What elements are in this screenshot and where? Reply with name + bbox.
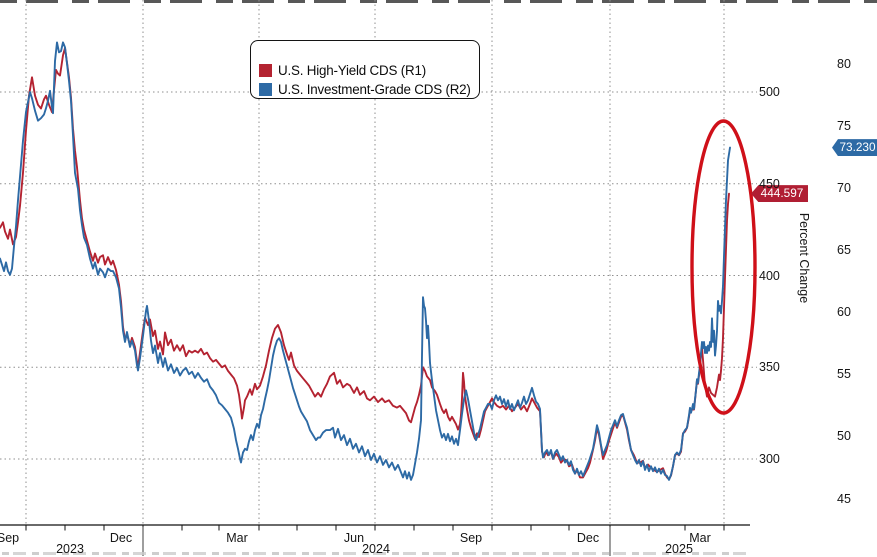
y-axis-r1-tick-label: 500 xyxy=(759,85,780,99)
y-axis-r2-tick-label: 55 xyxy=(837,367,851,382)
legend-swatch-high-yield-icon xyxy=(259,64,272,77)
x-axis-month-label: Dec xyxy=(576,531,600,545)
x-axis-month-label: Mar xyxy=(226,531,248,545)
y-axis-r2-tick-label: 45 xyxy=(837,491,851,506)
x-axis-month-label: Sep xyxy=(0,531,20,545)
investment-grade-line xyxy=(0,41,731,481)
x-axis-month-label: Sep xyxy=(459,531,483,545)
legend-swatch-investment-grade-icon xyxy=(259,83,272,96)
y-axis-r2-tick-label: 70 xyxy=(837,180,851,195)
high-yield-line xyxy=(0,47,730,481)
y-axis-r2-tick-label: 65 xyxy=(837,242,851,257)
y-axis-r1-tick-label: 450 xyxy=(759,176,780,191)
y-axis-r2-tick-label: 60 xyxy=(837,305,851,320)
x-axis-year-label: 2024 xyxy=(362,542,390,556)
x-axis-year-label: 2023 xyxy=(56,542,84,556)
y-axis-r1-tick-label: 400 xyxy=(759,268,780,283)
spike-annotation-ellipse xyxy=(690,119,757,415)
top-crop-strip xyxy=(0,0,877,3)
value-badge-high-yield: 444.597 xyxy=(751,185,808,203)
x-axis-month-label: Mar xyxy=(689,531,711,545)
x-axis-year-label: 2025 xyxy=(665,542,693,556)
y-axis-r2-tick-label: 75 xyxy=(837,118,851,133)
x-axis-month-label: Dec xyxy=(109,531,133,545)
value-badge-investment-grade: 73.230 xyxy=(832,139,877,157)
y-axis-r1-tick-label: 300 xyxy=(759,452,780,466)
legend: U.S. High-Yield CDS (R1) U.S. Investment… xyxy=(250,40,480,99)
legend-item-high-yield: U.S. High-Yield CDS (R1) xyxy=(259,61,479,80)
legend-item-investment-grade: U.S. Investment-Grade CDS (R2) xyxy=(259,80,479,99)
y-axis-r2-tick-label: 80 xyxy=(837,56,851,71)
legend-label-high-yield: U.S. High-Yield CDS (R1) xyxy=(278,63,426,78)
bottom-crop-strip xyxy=(2,552,750,555)
y-axis-r2-tick-label: 50 xyxy=(837,429,851,444)
legend-label-investment-grade: U.S. Investment-Grade CDS (R2) xyxy=(278,82,471,97)
y-axis-r1-tick-label: 350 xyxy=(759,360,780,375)
right-axis-title: Percent Change xyxy=(797,212,811,304)
x-axis-month-label: Jun xyxy=(343,531,365,545)
